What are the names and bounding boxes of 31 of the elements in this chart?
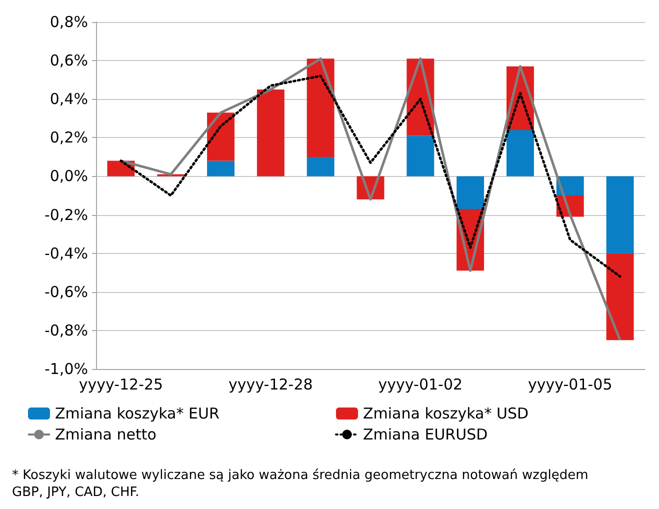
y-tick-label: -1,0% — [44, 360, 88, 378]
line-series — [120, 57, 622, 342]
bar — [306, 58, 334, 157]
y-tick-label: -0,4% — [44, 244, 88, 262]
y-tick-label: -0,6% — [44, 282, 88, 301]
legend-label: Zmiana netto — [55, 426, 156, 444]
line-series — [120, 74, 622, 278]
bar — [256, 89, 284, 176]
x-tick-label: yyyy-12-28 — [228, 376, 313, 394]
bar — [306, 156, 334, 176]
y-tick-label: 0,2% — [50, 128, 88, 147]
bar — [207, 160, 234, 176]
bar — [456, 176, 484, 209]
x-tick-label: yyyy-01-02 — [378, 376, 463, 394]
y-tick-label: -0,2% — [44, 206, 88, 224]
y-tick-label: -0,8% — [44, 321, 88, 340]
legend-label: Zmiana EURUSD — [363, 426, 488, 444]
y-tick-label: 0,4% — [50, 90, 88, 108]
y-tick-label: 0,0% — [50, 167, 88, 186]
bar — [606, 176, 634, 254]
y-tick-label: 0,6% — [50, 52, 88, 70]
text: * Koszyki walutowe wyliczane są jako ważona średnia geometryczna notowań względem GBP, JPY, CAD, CHF. — [12, 468, 592, 500]
bar — [556, 176, 584, 196]
legend-label: Zmiana koszyka* EUR — [55, 404, 220, 422]
legend-label: Zmiana koszyka* USD — [363, 404, 529, 422]
bar — [406, 136, 434, 176]
x-tick-label: yyyy-01-05 — [528, 376, 612, 394]
bar — [506, 130, 534, 176]
bar — [606, 253, 634, 340]
x-tick-label: yyyy-12-25 — [78, 376, 164, 394]
y-tick-label: 0,8% — [50, 13, 88, 31]
